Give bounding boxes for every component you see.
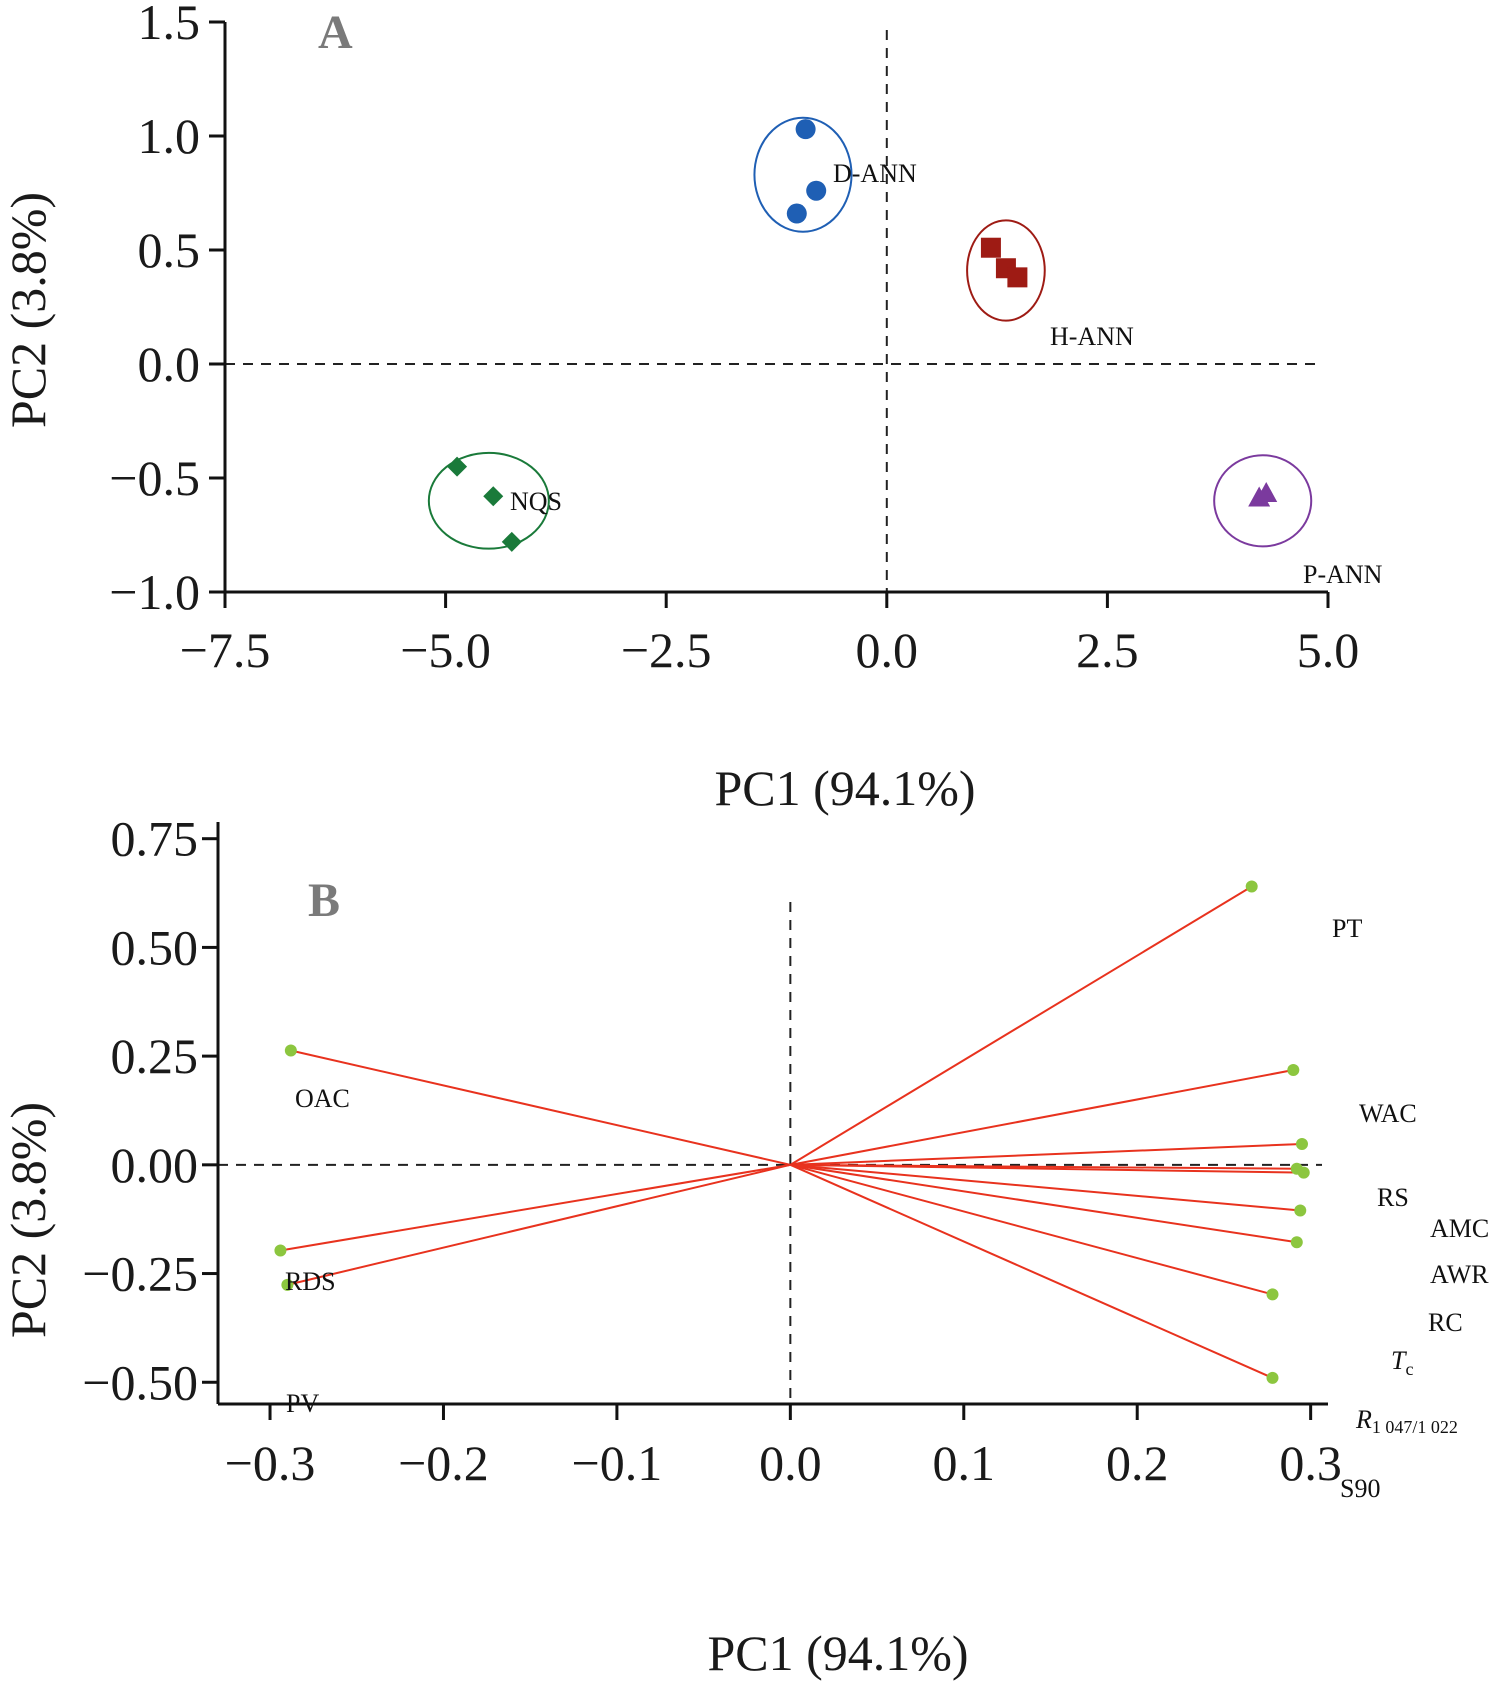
loading-point — [1295, 1137, 1308, 1150]
y-tick-label: −1.0 — [109, 564, 200, 620]
x-tick-label: −0.2 — [398, 1435, 489, 1491]
var-label-amc: AMC — [1430, 1214, 1489, 1243]
panel-a-x-axis-title: PC1 (94.1%) — [714, 760, 975, 816]
y-tick-label: 1.5 — [138, 0, 201, 50]
panel-b-y-ticks: −0.50 −0.25 0.00 0.25 0.50 0.75 — [82, 811, 218, 1410]
y-tick-label: 0.00 — [111, 1137, 199, 1193]
data-point — [980, 237, 1001, 258]
panel-b-loading-vectors — [274, 880, 1310, 1384]
loading-point — [281, 1278, 294, 1291]
var-label-rc: RC — [1428, 1308, 1463, 1337]
loading-vector — [789, 1163, 1273, 1379]
x-tick-label: −0.1 — [572, 1435, 663, 1491]
x-tick-label: −7.5 — [180, 622, 271, 678]
panel-b-x-axis-title: PC1 (94.1%) — [707, 1625, 968, 1681]
loading-point — [1287, 1064, 1300, 1077]
loading-point — [1266, 1288, 1279, 1301]
var-label-rs: RS — [1377, 1183, 1409, 1212]
panel-a-y-ticks: −1.0 −0.5 0.0 0.5 1.0 1.5 — [109, 0, 225, 620]
panel-b-y-axis-title: PC2 (3.8%) — [0, 1102, 56, 1338]
y-tick-label: 0.25 — [111, 1028, 199, 1084]
x-tick-label: −2.5 — [621, 622, 712, 678]
group-ellipse — [753, 116, 853, 233]
panel-a-score-plot: −7.5 −5.0 −2.5 0.0 2.5 5.0 −1.0 −0.5 0.0 0.5 1.0 1… — [0, 0, 1383, 816]
x-tick-label: 0.3 — [1279, 1435, 1342, 1491]
x-tick-label: 0.0 — [856, 622, 919, 678]
group-ellipse — [966, 219, 1046, 322]
var-label-awr: AWR — [1430, 1260, 1489, 1289]
panel-a-x-ticks: −7.5 −5.0 −2.5 0.0 2.5 5.0 — [180, 592, 1360, 678]
data-point — [1007, 267, 1028, 288]
loading-vector — [790, 1163, 1304, 1174]
group-label-nqs: NQS — [510, 487, 562, 516]
panel-b-x-ticks: −0.3 −0.2 −0.1 0.0 0.1 0.2 0.3 — [225, 1404, 1342, 1491]
data-point — [483, 486, 504, 507]
loading-point — [1294, 1204, 1307, 1217]
y-tick-label: −0.50 — [82, 1354, 198, 1410]
y-tick-label: −0.25 — [82, 1246, 198, 1302]
panel-a-letter: A — [318, 6, 353, 59]
loading-point — [1297, 1166, 1310, 1179]
x-tick-label: 0.2 — [1106, 1435, 1169, 1491]
loading-vector — [790, 1163, 1301, 1212]
x-tick-label: 2.5 — [1076, 622, 1139, 678]
y-tick-label: −0.5 — [109, 450, 200, 506]
data-point — [501, 531, 522, 552]
y-tick-label: 0.5 — [138, 222, 201, 278]
group-nqs — [427, 451, 550, 552]
group-label-p-ann: P-ANN — [1303, 560, 1383, 589]
loading-vector — [790, 1163, 1297, 1244]
x-tick-label: 5.0 — [1297, 622, 1360, 678]
group-label-h-ann: H-ANN — [1050, 322, 1134, 351]
data-point — [806, 180, 827, 201]
var-label-tc: Tc — [1391, 1346, 1413, 1379]
x-tick-label: 0.1 — [933, 1435, 996, 1491]
var-label-r-main: R — [1355, 1405, 1372, 1434]
var-label-oac: OAC — [295, 1084, 350, 1113]
loading-point — [1266, 1371, 1279, 1384]
loading-vector — [280, 1163, 791, 1252]
var-label-tc-sub: c — [1405, 1359, 1413, 1379]
var-label-r-sub: 1 047/1 022 — [1372, 1417, 1458, 1437]
loading-point — [1245, 880, 1258, 893]
var-label-r1047: R1 047/1 022 — [1355, 1405, 1458, 1437]
group-label-d-ann: D-ANN — [833, 159, 917, 188]
data-point — [1255, 481, 1278, 502]
group-p-ann — [1213, 454, 1313, 548]
loading-point — [1290, 1236, 1303, 1249]
var-label-tc-main: T — [1391, 1346, 1407, 1375]
loading-vector — [790, 1069, 1294, 1166]
data-point — [786, 203, 807, 224]
y-tick-label: 0.0 — [138, 336, 201, 392]
group-ellipse — [427, 451, 550, 550]
var-label-rds: RDS — [285, 1267, 336, 1296]
panel-a-y-axis-title: PC2 (3.8%) — [0, 192, 56, 428]
loading-vector — [790, 1142, 1303, 1166]
loading-vector — [287, 1163, 791, 1286]
y-tick-label: 0.50 — [111, 919, 199, 975]
x-tick-label: −0.3 — [225, 1435, 316, 1491]
group-h-ann — [966, 219, 1046, 322]
data-point — [447, 456, 468, 477]
panel-a-groups — [427, 116, 1313, 552]
loading-point — [274, 1244, 287, 1257]
group-d-ann — [753, 116, 853, 233]
panel-b-letter: B — [308, 874, 340, 927]
loading-vector — [290, 1049, 791, 1166]
loading-vector — [790, 1163, 1273, 1296]
loading-point — [284, 1044, 297, 1057]
var-label-pv: PV — [286, 1389, 319, 1418]
group-ellipse — [1213, 454, 1313, 548]
x-tick-label: 0.0 — [759, 1435, 822, 1491]
y-tick-label: 1.0 — [138, 108, 201, 164]
x-tick-label: −5.0 — [400, 622, 491, 678]
var-label-pt: PT — [1332, 914, 1362, 943]
loading-vector — [789, 885, 1253, 1166]
var-label-wac: WAC — [1359, 1099, 1417, 1128]
y-tick-label: 0.75 — [111, 811, 199, 867]
data-point — [795, 119, 816, 140]
var-label-s90: S90 — [1340, 1474, 1380, 1503]
panel-b-loading-plot: −0.3 −0.2 −0.1 0.0 0.1 0.2 0.3 −0.50 −0.25 0.00 0… — [0, 811, 1489, 1681]
